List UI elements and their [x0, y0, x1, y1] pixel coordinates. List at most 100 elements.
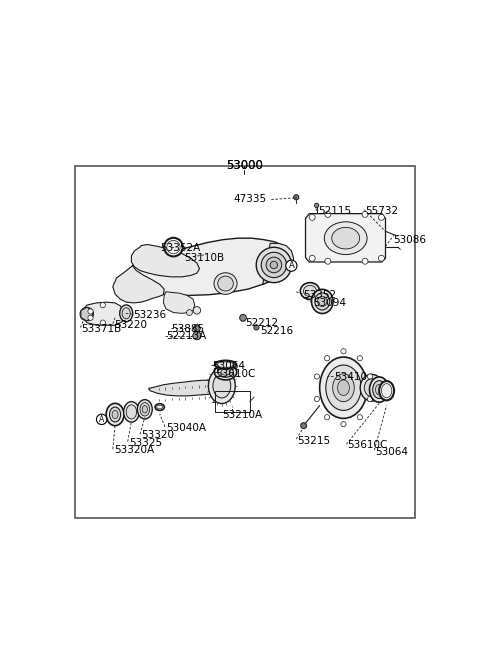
- Ellipse shape: [332, 227, 360, 249]
- Circle shape: [167, 241, 180, 254]
- Text: 53094: 53094: [313, 298, 346, 308]
- Polygon shape: [83, 302, 124, 325]
- Circle shape: [314, 396, 320, 402]
- Text: 53610C: 53610C: [216, 368, 256, 378]
- Text: 53000: 53000: [226, 159, 263, 172]
- Polygon shape: [113, 265, 164, 303]
- Ellipse shape: [360, 374, 383, 401]
- Ellipse shape: [208, 368, 235, 403]
- Ellipse shape: [315, 293, 330, 310]
- Ellipse shape: [318, 296, 327, 306]
- Circle shape: [314, 203, 319, 208]
- Ellipse shape: [215, 364, 237, 380]
- Circle shape: [83, 310, 91, 319]
- Ellipse shape: [364, 379, 379, 396]
- Circle shape: [314, 374, 320, 379]
- Ellipse shape: [213, 374, 231, 398]
- Text: 53352: 53352: [304, 290, 337, 300]
- Ellipse shape: [124, 402, 139, 422]
- Circle shape: [193, 331, 201, 340]
- Text: A: A: [288, 261, 294, 270]
- Ellipse shape: [300, 283, 320, 299]
- Ellipse shape: [266, 257, 282, 273]
- Ellipse shape: [382, 384, 392, 398]
- Circle shape: [294, 195, 299, 200]
- Text: 53410: 53410: [335, 372, 368, 382]
- Ellipse shape: [320, 357, 367, 419]
- Text: 53064: 53064: [212, 361, 245, 371]
- Ellipse shape: [122, 308, 130, 319]
- Text: 53371B: 53371B: [82, 324, 122, 334]
- Ellipse shape: [270, 261, 277, 269]
- Circle shape: [325, 258, 331, 264]
- Ellipse shape: [218, 276, 233, 291]
- Ellipse shape: [140, 403, 150, 416]
- Text: 53236: 53236: [133, 310, 167, 320]
- Ellipse shape: [217, 362, 234, 368]
- Polygon shape: [148, 380, 226, 396]
- Circle shape: [88, 309, 93, 314]
- Circle shape: [357, 355, 362, 361]
- Ellipse shape: [157, 405, 163, 409]
- Circle shape: [193, 306, 201, 314]
- Ellipse shape: [120, 305, 133, 322]
- Ellipse shape: [370, 377, 389, 403]
- Circle shape: [164, 238, 183, 257]
- Text: 52216: 52216: [260, 326, 293, 336]
- Circle shape: [100, 320, 106, 325]
- Ellipse shape: [372, 380, 386, 398]
- Text: A: A: [99, 415, 104, 424]
- Ellipse shape: [142, 406, 147, 413]
- Ellipse shape: [303, 286, 316, 296]
- Text: 53320: 53320: [141, 430, 174, 440]
- Circle shape: [240, 314, 246, 321]
- Circle shape: [324, 355, 330, 361]
- Text: 55732: 55732: [365, 206, 398, 216]
- Ellipse shape: [215, 361, 236, 369]
- Circle shape: [186, 310, 192, 316]
- Ellipse shape: [312, 290, 333, 314]
- Ellipse shape: [221, 369, 230, 375]
- Ellipse shape: [214, 273, 237, 294]
- Ellipse shape: [379, 381, 394, 401]
- Circle shape: [378, 255, 384, 261]
- Ellipse shape: [112, 411, 118, 419]
- Polygon shape: [305, 214, 385, 262]
- Circle shape: [193, 325, 200, 331]
- Circle shape: [286, 260, 297, 271]
- Circle shape: [362, 212, 368, 217]
- Circle shape: [324, 415, 330, 420]
- Circle shape: [341, 421, 346, 427]
- Ellipse shape: [375, 384, 383, 394]
- Ellipse shape: [337, 380, 349, 396]
- Ellipse shape: [109, 407, 120, 422]
- Ellipse shape: [333, 374, 354, 402]
- Ellipse shape: [106, 403, 124, 425]
- Polygon shape: [163, 292, 195, 313]
- Text: 53885: 53885: [171, 325, 204, 334]
- Polygon shape: [263, 243, 294, 284]
- Text: 53086: 53086: [393, 235, 426, 245]
- Text: 53215: 53215: [297, 435, 330, 446]
- Circle shape: [362, 258, 368, 264]
- Text: 53000: 53000: [226, 159, 263, 172]
- Text: 53352A: 53352A: [160, 243, 201, 253]
- Text: 52213A: 52213A: [166, 331, 206, 341]
- Text: 47335: 47335: [233, 194, 266, 204]
- Text: 52115: 52115: [319, 206, 352, 216]
- Text: 53040A: 53040A: [166, 423, 206, 433]
- Ellipse shape: [155, 404, 164, 411]
- Ellipse shape: [261, 252, 287, 278]
- Circle shape: [80, 307, 94, 321]
- Ellipse shape: [137, 400, 152, 419]
- Ellipse shape: [218, 367, 233, 377]
- Text: 53320A: 53320A: [114, 446, 154, 455]
- Polygon shape: [125, 238, 290, 296]
- Circle shape: [341, 349, 346, 354]
- Text: 53610C: 53610C: [347, 440, 387, 450]
- Text: 53220: 53220: [114, 321, 147, 330]
- Ellipse shape: [324, 222, 367, 255]
- Circle shape: [309, 214, 315, 220]
- Circle shape: [378, 214, 384, 220]
- Text: 53110B: 53110B: [185, 253, 225, 263]
